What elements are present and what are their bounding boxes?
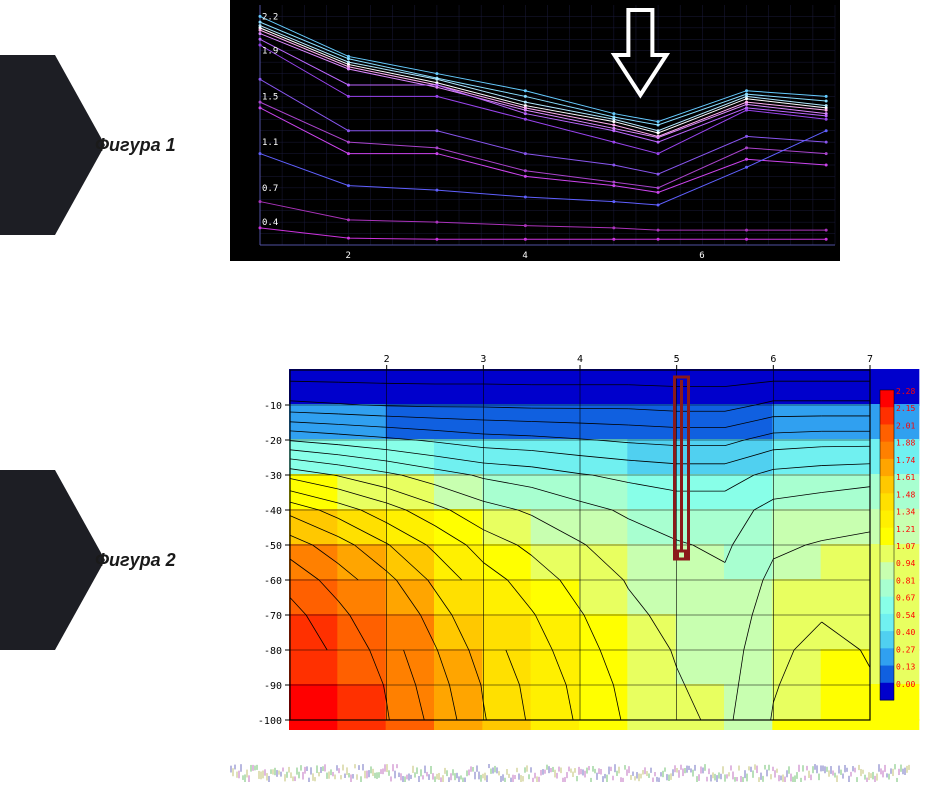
- svg-text:2: 2: [345, 251, 350, 261]
- svg-text:-20: -20: [264, 436, 282, 447]
- svg-text:0.00: 0.00: [896, 680, 915, 689]
- svg-text:1.74: 1.74: [896, 456, 915, 465]
- arrow-label-2-shape: [0, 470, 110, 650]
- svg-text:0.67: 0.67: [896, 594, 915, 603]
- svg-text:-80: -80: [264, 646, 282, 657]
- svg-text:-60: -60: [264, 576, 282, 587]
- svg-text:0.7: 0.7: [262, 184, 278, 194]
- svg-text:1.07: 1.07: [896, 542, 915, 551]
- fig1-line-chart: 0.4 0.7 1.1 1.5 1.9 2.2 2 4 6: [230, 0, 840, 261]
- svg-text:1.1: 1.1: [262, 138, 278, 148]
- svg-text:-50: -50: [264, 541, 282, 552]
- svg-text:1.88: 1.88: [896, 439, 915, 448]
- svg-text:1.34: 1.34: [896, 508, 915, 517]
- arrow-label-1-shape: [0, 55, 110, 235]
- svg-text:-70: -70: [264, 611, 282, 622]
- svg-text:4: 4: [577, 354, 583, 365]
- svg-text:2.28: 2.28: [896, 387, 915, 396]
- svg-text:7: 7: [867, 354, 873, 365]
- svg-text:-100: -100: [258, 716, 282, 727]
- svg-text:2.15: 2.15: [896, 404, 915, 413]
- svg-text:5: 5: [674, 354, 680, 365]
- svg-text:1.48: 1.48: [896, 490, 915, 499]
- svg-text:2.01: 2.01: [896, 421, 915, 430]
- svg-text:1.5: 1.5: [262, 92, 278, 102]
- svg-text:1.61: 1.61: [896, 473, 915, 482]
- fig2-label: Фигура 2: [95, 550, 176, 571]
- fig2-heatmap: 2 3 4 5 6 7 -10 -20 -30 -40 -50 -60 -70 -80 -90 -100 2.2…: [230, 350, 940, 730]
- svg-text:-30: -30: [264, 471, 282, 482]
- svg-text:2: 2: [384, 354, 390, 365]
- svg-text:1.21: 1.21: [896, 525, 915, 534]
- svg-text:0.27: 0.27: [896, 645, 915, 654]
- svg-text:0.94: 0.94: [896, 559, 915, 568]
- svg-text:0.81: 0.81: [896, 576, 915, 585]
- svg-text:0.54: 0.54: [896, 611, 915, 620]
- svg-text:3: 3: [480, 354, 486, 365]
- svg-text:0.13: 0.13: [896, 663, 915, 672]
- svg-text:0.4: 0.4: [262, 218, 278, 228]
- svg-text:1.9: 1.9: [262, 47, 278, 57]
- svg-text:4: 4: [522, 251, 527, 261]
- bottom-strip: [230, 764, 910, 782]
- svg-text:-40: -40: [264, 506, 282, 517]
- svg-text:6: 6: [699, 251, 704, 261]
- svg-text:0.40: 0.40: [896, 628, 915, 637]
- svg-text:6: 6: [770, 354, 776, 365]
- svg-text:-90: -90: [264, 681, 282, 692]
- svg-text:-10: -10: [264, 401, 282, 412]
- fig1-label: Фигура 1: [95, 135, 176, 156]
- svg-text:2.2: 2.2: [262, 12, 278, 22]
